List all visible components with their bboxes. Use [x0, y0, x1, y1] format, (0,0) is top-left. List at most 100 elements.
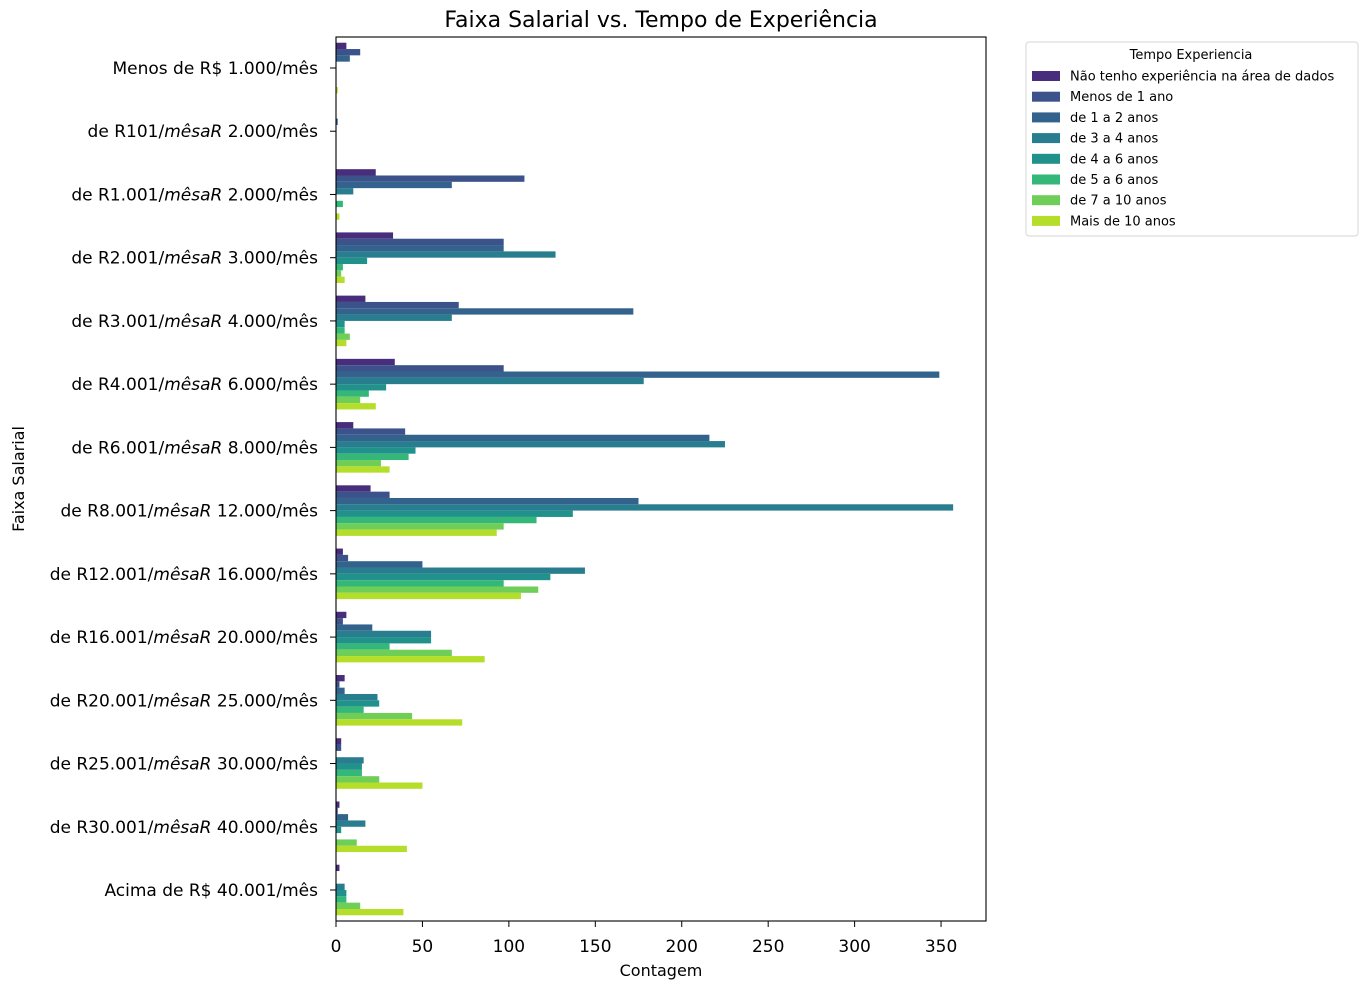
bar — [336, 295, 366, 302]
bar — [336, 257, 368, 265]
bar — [336, 308, 634, 315]
y-tick-label-part: 2.000/mês — [222, 122, 318, 142]
y-tick-label-part: 6.000/mês — [222, 375, 318, 395]
bar — [336, 864, 340, 872]
legend-label: de 1 a 2 anos — [1070, 111, 1158, 126]
bar — [336, 314, 452, 321]
y-tick-label-part: mêsaR — [153, 628, 211, 648]
legend-frame — [1025, 41, 1359, 237]
x-tick-label: 250 — [752, 937, 784, 957]
bar — [336, 200, 343, 208]
bar — [336, 769, 362, 777]
bar — [336, 656, 485, 663]
bar — [336, 529, 497, 536]
y-tick-label-part: mêsaR — [164, 375, 222, 395]
y-tick-label-part: mêsaR — [153, 691, 211, 711]
legend-swatch — [1032, 71, 1060, 81]
y-tick-label: de R8.001/mêsaR 12.000/mês — [61, 502, 319, 522]
y-tick-label-part: 3.000/mês — [222, 249, 318, 269]
bar — [336, 738, 342, 745]
y-tick-label-part: de R12.001/ — [50, 565, 154, 585]
bar — [336, 763, 362, 770]
y-axis-label: Faixa Salarial — [9, 426, 28, 532]
legend-label: de 7 a 10 anos — [1070, 194, 1167, 209]
y-tick-label-part: Acima de R$ 40.001/mês — [104, 881, 318, 901]
bar — [336, 42, 347, 50]
bar — [336, 301, 459, 309]
y-tick-label-part: mêsaR — [153, 502, 211, 522]
legend-label: de 5 a 6 anos — [1070, 173, 1158, 188]
bar — [336, 826, 342, 834]
series-group — [336, 257, 573, 897]
y-tick-label: Acima de R$ 40.001/mês — [104, 881, 318, 901]
bar — [336, 649, 452, 657]
bar — [336, 396, 361, 404]
bar — [336, 169, 376, 176]
series-group — [336, 86, 521, 916]
y-tick-label: de R4.001/mêsaR 6.000/mês — [71, 375, 318, 395]
bar — [336, 561, 423, 568]
y-tick-label-part: 25.000/mês — [212, 691, 319, 711]
legend-swatch — [1032, 195, 1060, 206]
bar — [336, 807, 338, 815]
bar — [336, 251, 556, 258]
y-tick-label-part: de R1.001/ — [71, 185, 164, 205]
bar — [336, 55, 350, 62]
legend-swatch — [1032, 133, 1060, 144]
legend-swatch — [1032, 174, 1060, 185]
bar — [336, 700, 380, 707]
bar — [336, 441, 725, 448]
bar — [336, 580, 504, 587]
bar — [336, 523, 504, 530]
y-tick-label: de R25.001/mêsaR 30.000/mês — [50, 755, 318, 775]
chart-title: Faixa Salarial vs. Tempo de Experiência — [444, 8, 877, 33]
x-tick-label: 300 — [838, 937, 870, 957]
bar — [336, 447, 416, 454]
legend-swatch — [1032, 91, 1060, 102]
y-tick-label: de R3.001/mêsaR 4.000/mês — [71, 312, 318, 332]
bar — [336, 554, 349, 562]
bar — [336, 403, 376, 410]
y-tick-label-part: mêsaR — [153, 565, 211, 585]
legend-label: Mais de 10 anos — [1070, 214, 1176, 229]
y-tick-label-part: de R8.001/ — [61, 502, 154, 522]
bar — [336, 466, 390, 473]
bar — [336, 516, 537, 524]
y-tick-label-part: de R16.001/ — [50, 628, 154, 648]
legend-swatch — [1032, 153, 1060, 164]
series-group — [336, 42, 395, 872]
bar — [336, 358, 395, 366]
x-axis-label: Contagem — [620, 961, 703, 980]
y-tick-label-part: 4.000/mês — [222, 312, 318, 332]
bar — [336, 883, 345, 890]
legend-swatch — [1032, 215, 1060, 226]
bar — [336, 573, 551, 581]
y-tick-label-part: de R3.001/ — [71, 312, 164, 332]
bar — [336, 908, 404, 916]
bar — [336, 839, 357, 846]
x-tick-label: 100 — [493, 937, 525, 957]
y-axis: Menos de R$ 1.000/mês de R101/mêsaR 2.000… — [50, 59, 336, 901]
bar — [336, 687, 345, 694]
y-tick-label-part: mêsaR — [164, 249, 222, 269]
y-tick-label: de R12.001/mêsaR 16.000/mês — [50, 565, 318, 585]
y-tick-label-part: 40.000/mês — [212, 818, 319, 838]
bar — [336, 238, 504, 246]
series-group — [336, 188, 954, 890]
bar — [336, 693, 378, 701]
legend-items: Não tenho experiência na área de dados Me… — [1032, 70, 1334, 229]
x-axis: 0 50 100 150 200 250 300 350 — [331, 921, 957, 957]
x-tick-label: 200 — [666, 937, 698, 957]
bar — [336, 276, 345, 283]
bar — [336, 49, 361, 56]
plot-frame — [335, 36, 987, 922]
bar — [336, 264, 343, 271]
bar — [336, 719, 463, 726]
y-tick-label-part: mêsaR — [153, 755, 211, 775]
bar — [336, 422, 354, 429]
bar — [336, 801, 340, 808]
bar — [336, 371, 940, 378]
legend-title: Tempo Experiencia — [1129, 48, 1253, 63]
series-group — [336, 200, 537, 903]
